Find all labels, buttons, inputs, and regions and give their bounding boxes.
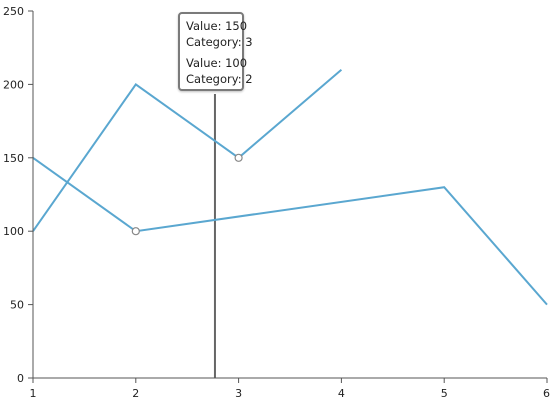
y-tick-label: 200 bbox=[3, 78, 24, 91]
tooltip-value: Value: 100 bbox=[186, 56, 248, 70]
x-tick-label: 5 bbox=[441, 387, 448, 400]
tooltip-value: Value: 150 bbox=[186, 19, 248, 33]
tooltip-entry: Value: 150 Category: 3 bbox=[186, 18, 253, 50]
highlight-marker bbox=[234, 153, 243, 162]
x-tick-label: 6 bbox=[543, 387, 550, 400]
series-line-1 bbox=[32, 68, 343, 232]
tooltip-category: Category: 2 bbox=[186, 72, 253, 86]
axis-layer: 0 50 100 150 200 250 1 2 3 4 5 6 bbox=[3, 5, 550, 400]
y-tick-label: 50 bbox=[10, 299, 24, 312]
x-tick-label: 3 bbox=[235, 387, 242, 400]
x-tick-label: 4 bbox=[338, 387, 345, 400]
y-tick-label: 100 bbox=[3, 225, 24, 238]
trackball-tooltip: Value: 150 Category: 3 Value: 100 Catego… bbox=[178, 12, 253, 91]
x-tick-label: 2 bbox=[132, 387, 139, 400]
marker-layer bbox=[131, 153, 243, 236]
highlight-marker bbox=[131, 227, 140, 236]
series-layer bbox=[32, 68, 548, 306]
y-tick-label: 250 bbox=[3, 5, 24, 18]
y-tick-label: 0 bbox=[17, 372, 24, 385]
series-line-2 bbox=[32, 156, 548, 306]
y-tick-label: 150 bbox=[3, 152, 24, 165]
tooltip-entry: Value: 100 Category: 2 bbox=[186, 55, 253, 87]
x-tick-label: 1 bbox=[30, 387, 37, 400]
tooltip-category: Category: 3 bbox=[186, 35, 253, 49]
